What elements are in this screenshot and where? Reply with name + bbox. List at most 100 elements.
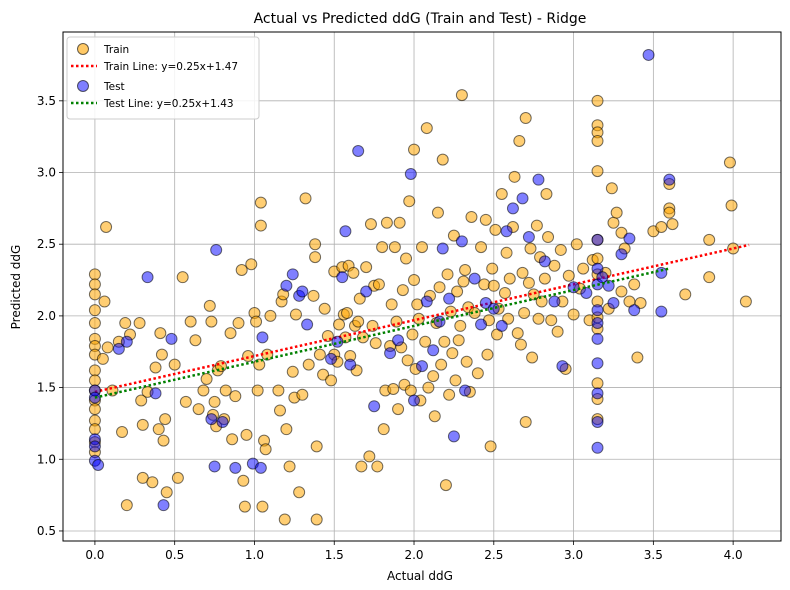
legend: Train Train Line: y=0.25x+1.47 Test Test… xyxy=(66,36,260,120)
legend-marker-train xyxy=(77,43,89,55)
train-point xyxy=(251,384,264,397)
train-point xyxy=(385,298,398,311)
legend-marker-test xyxy=(77,80,89,92)
train-point xyxy=(289,308,302,321)
train-point xyxy=(427,370,440,383)
train-point xyxy=(443,388,456,401)
train-point xyxy=(88,374,101,387)
train-point xyxy=(422,381,435,394)
train-point xyxy=(484,440,497,453)
train-point xyxy=(360,261,373,274)
legend-label-test-line: Test Line: y=0.25x+1.43 xyxy=(103,98,234,110)
train-point xyxy=(224,327,237,340)
train-point xyxy=(318,302,331,315)
train-point xyxy=(535,295,548,308)
test-point xyxy=(416,360,428,373)
test-point xyxy=(516,192,529,205)
train-point xyxy=(96,352,109,365)
train-point xyxy=(387,383,400,396)
test-point xyxy=(325,352,338,365)
train-point xyxy=(396,284,409,297)
train-point xyxy=(457,275,470,288)
train-point xyxy=(352,315,365,328)
train-point xyxy=(498,286,511,299)
train-point xyxy=(518,307,531,320)
train-point xyxy=(516,266,529,279)
test-point xyxy=(623,232,636,245)
train-point xyxy=(310,440,323,453)
train-point xyxy=(551,325,564,338)
test-point xyxy=(216,415,229,428)
test-point xyxy=(628,304,641,317)
train-point xyxy=(514,338,527,351)
test-point xyxy=(254,461,267,474)
train-point xyxy=(98,295,111,308)
train-point xyxy=(446,347,459,360)
test-point xyxy=(532,173,545,186)
test-point xyxy=(205,413,218,426)
train-point xyxy=(567,308,580,321)
train-point xyxy=(420,122,433,135)
train-point xyxy=(703,271,716,284)
train-point xyxy=(205,315,218,328)
train-point xyxy=(240,428,253,441)
train-point xyxy=(511,327,524,340)
test-point xyxy=(615,248,628,261)
train-point xyxy=(479,213,492,226)
test-point xyxy=(286,268,299,281)
test-point xyxy=(336,271,349,284)
test-point xyxy=(495,319,508,332)
train-point xyxy=(232,317,245,330)
train-point xyxy=(408,274,421,287)
train-point xyxy=(436,153,449,166)
test-point xyxy=(157,499,170,512)
train-point xyxy=(235,264,248,277)
train-point xyxy=(355,460,368,473)
train-point xyxy=(296,388,309,401)
test-point xyxy=(141,271,154,284)
train-point xyxy=(157,434,170,447)
train-point xyxy=(703,233,716,246)
test-point xyxy=(591,317,604,330)
train-point xyxy=(522,276,535,289)
y-axis-label: Predicted ddG xyxy=(9,245,23,330)
plot-frame xyxy=(62,31,782,542)
train-point xyxy=(435,358,448,371)
train-point xyxy=(226,433,239,446)
x-tick-label: 2.0 xyxy=(404,548,423,562)
train-point xyxy=(155,348,168,361)
train-point xyxy=(133,317,146,330)
test-point xyxy=(229,461,242,474)
train-point xyxy=(135,394,148,407)
test-point xyxy=(468,272,481,285)
test-point xyxy=(339,225,352,238)
train-point xyxy=(481,348,494,361)
test-point xyxy=(506,202,519,215)
y-tick-label: 1.5 xyxy=(37,381,56,395)
train-point xyxy=(500,246,513,259)
train-point xyxy=(293,486,306,499)
train-point xyxy=(347,266,360,279)
test-point xyxy=(436,242,449,255)
train-point xyxy=(679,288,692,301)
train-point xyxy=(723,156,736,169)
train-point xyxy=(377,423,390,436)
train-point xyxy=(447,229,460,242)
train-point xyxy=(591,94,604,107)
train-point xyxy=(404,384,417,397)
train-point xyxy=(100,220,113,233)
axis-ticks: 0.0 0.5 1.0 1.5 2.0 2.5 3.0 3.5 4.0 0.5 1.0 1.5 2.0 2… xyxy=(37,94,743,562)
train-point xyxy=(120,499,133,512)
train-point xyxy=(530,219,543,232)
train-point xyxy=(431,206,444,219)
train-point xyxy=(489,223,502,236)
test-point xyxy=(591,357,604,370)
train-point xyxy=(341,307,354,320)
test-point xyxy=(447,430,460,443)
y-tick-label: 3.5 xyxy=(37,94,56,108)
x-tick-label: 4.0 xyxy=(724,548,743,562)
test-point xyxy=(455,235,468,248)
test-point xyxy=(591,332,604,345)
train-regression-line xyxy=(94,243,750,394)
train-point xyxy=(116,426,129,439)
